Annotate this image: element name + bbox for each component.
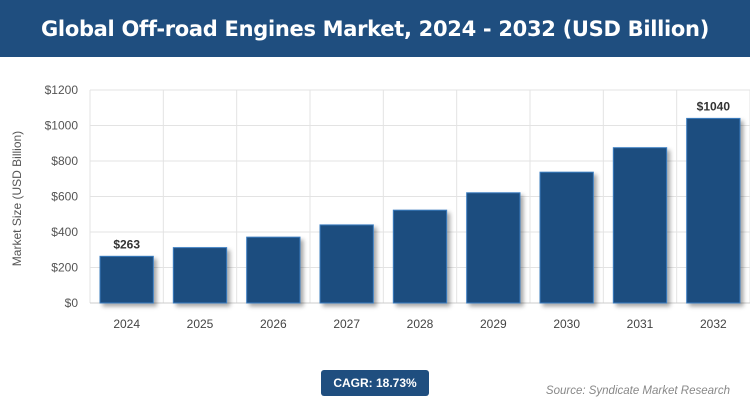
bar-2030 [539,171,594,304]
chart-header: Global Off-road Engines Market, 2024 - 2… [0,0,750,57]
y-tick-label: $800 [51,154,78,168]
bar-2024 [99,255,154,304]
y-tick-label: $0 [65,296,79,310]
bar-2029 [466,192,521,304]
bar-2027 [319,224,374,304]
y-axis-title: Market Size (USD Billion) [10,131,24,266]
bar-2028 [392,209,448,304]
bar-2025 [172,247,228,304]
x-tick-label: 2025 [187,317,214,331]
x-tick-label: 2031 [627,317,654,331]
x-tick-label: 2029 [480,317,507,331]
y-tick-label: $600 [51,190,78,204]
source-note: Source: Syndicate Market Research [545,385,730,397]
data-label-2032: $1040 [697,99,731,113]
y-tick-label: $1000 [45,119,79,133]
bar-2026 [246,236,301,304]
x-tick-label: 2026 [260,317,287,331]
x-tick-label: 2030 [553,317,580,331]
y-tick-label: $200 [51,261,78,275]
chart-title: Global Off-road Engines Market, 2024 - 2… [40,16,709,41]
x-tick-label: 2032 [700,317,727,331]
bar-2031 [612,147,668,304]
x-tick-label: 2028 [407,317,434,331]
y-tick-label: $1200 [45,83,79,97]
data-label-2024: $263 [113,237,140,251]
x-tick-label: 2024 [113,317,140,331]
y-tick-label: $400 [51,225,78,239]
bar-2032 [686,117,741,304]
cagr-badge: CAGR: 18.73% [321,370,429,396]
x-tick-label: 2027 [333,317,360,331]
